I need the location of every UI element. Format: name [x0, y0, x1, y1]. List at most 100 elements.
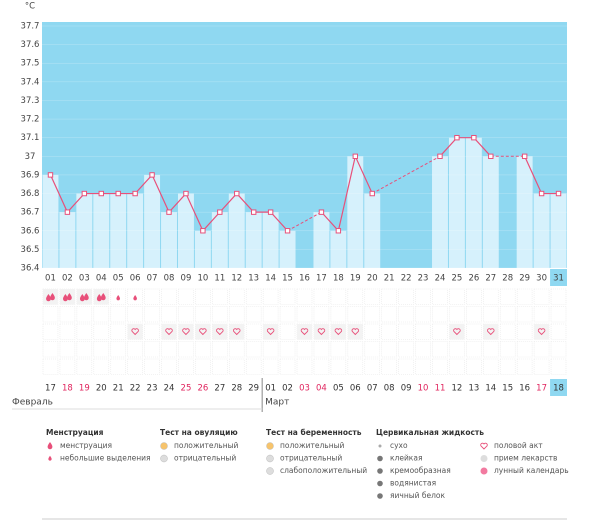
- date-label: 29: [248, 384, 259, 394]
- bar: [313, 212, 330, 268]
- cell-bg: [263, 324, 279, 340]
- y-tick-label: 36.9: [21, 170, 40, 180]
- legend-item: отрицательный: [174, 454, 236, 463]
- legend-item: сухо: [390, 441, 408, 450]
- point: [521, 153, 528, 160]
- grid-cell: [550, 358, 567, 375]
- grid-cell: [466, 323, 482, 340]
- today-highlight: [550, 379, 567, 396]
- grid-cell: [398, 341, 414, 358]
- point: [64, 209, 71, 215]
- date-label: 14: [485, 384, 496, 394]
- day-label: 22: [401, 274, 412, 284]
- grid-cell: [432, 358, 448, 375]
- y-tick-label: 37.3: [21, 96, 40, 106]
- y-tick-label: 37.6: [21, 40, 40, 50]
- bar: [533, 193, 550, 268]
- day-label: 20: [367, 274, 378, 284]
- legend-title: Тест на овуляцию: [160, 428, 238, 437]
- day-label: 18: [333, 274, 344, 284]
- day-label: 28: [502, 274, 513, 284]
- cell-bg: [297, 324, 312, 340]
- cell-bg: [195, 324, 211, 340]
- point: [555, 190, 562, 197]
- grid-cell: [93, 341, 110, 358]
- grid-cell: [76, 323, 93, 340]
- day-label: 17: [316, 274, 327, 284]
- legend-title: Менструация: [46, 428, 104, 437]
- menstruation-icon: [46, 294, 51, 302]
- grid-cell: [144, 358, 160, 375]
- grid-cell: [313, 288, 330, 305]
- point: [352, 153, 359, 160]
- grid-cell: [432, 288, 448, 305]
- day-label: 25: [452, 274, 463, 284]
- point: [250, 209, 257, 215]
- legend-icon: [378, 444, 382, 448]
- today-highlight: [550, 269, 567, 286]
- date-label: 28: [231, 384, 242, 394]
- day-label: 23: [418, 274, 429, 284]
- grid-cell: [499, 306, 516, 323]
- grid-cell: [262, 288, 279, 305]
- legend-icon: [377, 493, 383, 499]
- point: [234, 190, 240, 197]
- day-label: 01: [45, 274, 56, 284]
- grid-cell: [432, 306, 448, 323]
- date-label: 03: [299, 384, 310, 394]
- grid-cell: [161, 358, 177, 375]
- grid-cell: [296, 358, 313, 375]
- grid-cell: [449, 288, 465, 305]
- day-label: 04: [96, 274, 107, 284]
- legend-icon: [377, 455, 383, 462]
- grid-cell: [533, 358, 550, 375]
- grid-cell: [466, 288, 482, 305]
- bar: [76, 193, 93, 268]
- day-label: 27: [485, 274, 496, 284]
- grid-cell: [347, 306, 364, 323]
- date-label: 04: [316, 384, 327, 394]
- y-tick-label: 37.1: [21, 133, 40, 143]
- bar: [347, 156, 364, 268]
- point: [200, 228, 206, 234]
- date-label: 06: [350, 384, 361, 394]
- legend-icon: [266, 442, 274, 450]
- grid-cell: [364, 288, 381, 305]
- point: [217, 209, 223, 215]
- menstruation-icon: [100, 293, 106, 301]
- grid-cell: [499, 288, 516, 305]
- unit-label: °C: [25, 2, 35, 12]
- cell-bg: [161, 324, 177, 340]
- grid-cell: [93, 323, 110, 340]
- point: [335, 228, 342, 234]
- intercourse-icon: [300, 328, 309, 336]
- day-label: 03: [79, 274, 90, 284]
- grid-cell: [415, 288, 431, 305]
- grid-cell: [76, 306, 93, 323]
- grid-cell: [178, 341, 194, 358]
- point: [318, 209, 325, 215]
- grid-cell: [195, 358, 211, 375]
- legend-title: Цервикальная жидкость: [376, 428, 484, 437]
- legend-item: кремообразная: [390, 466, 451, 475]
- grid-cell: [449, 341, 465, 358]
- grid-cell: [228, 306, 245, 323]
- grid-cell: [279, 288, 296, 305]
- date-label: 22: [130, 384, 141, 394]
- cell-bg: [212, 324, 228, 340]
- grid-cell: [483, 358, 499, 375]
- point: [166, 209, 172, 215]
- bar: [59, 212, 76, 268]
- point: [267, 209, 274, 215]
- day-label: 11: [214, 274, 225, 284]
- grid-cell: [415, 341, 431, 358]
- grid-cell: [516, 341, 533, 358]
- legend-item: лунный календарь: [494, 466, 569, 475]
- menstruation-icon: [66, 293, 72, 301]
- grid-cell: [516, 323, 533, 340]
- day-label: 12: [231, 274, 242, 284]
- date-label: 12: [452, 384, 463, 394]
- grid-cell: [212, 358, 228, 375]
- legend-icon: [160, 442, 168, 450]
